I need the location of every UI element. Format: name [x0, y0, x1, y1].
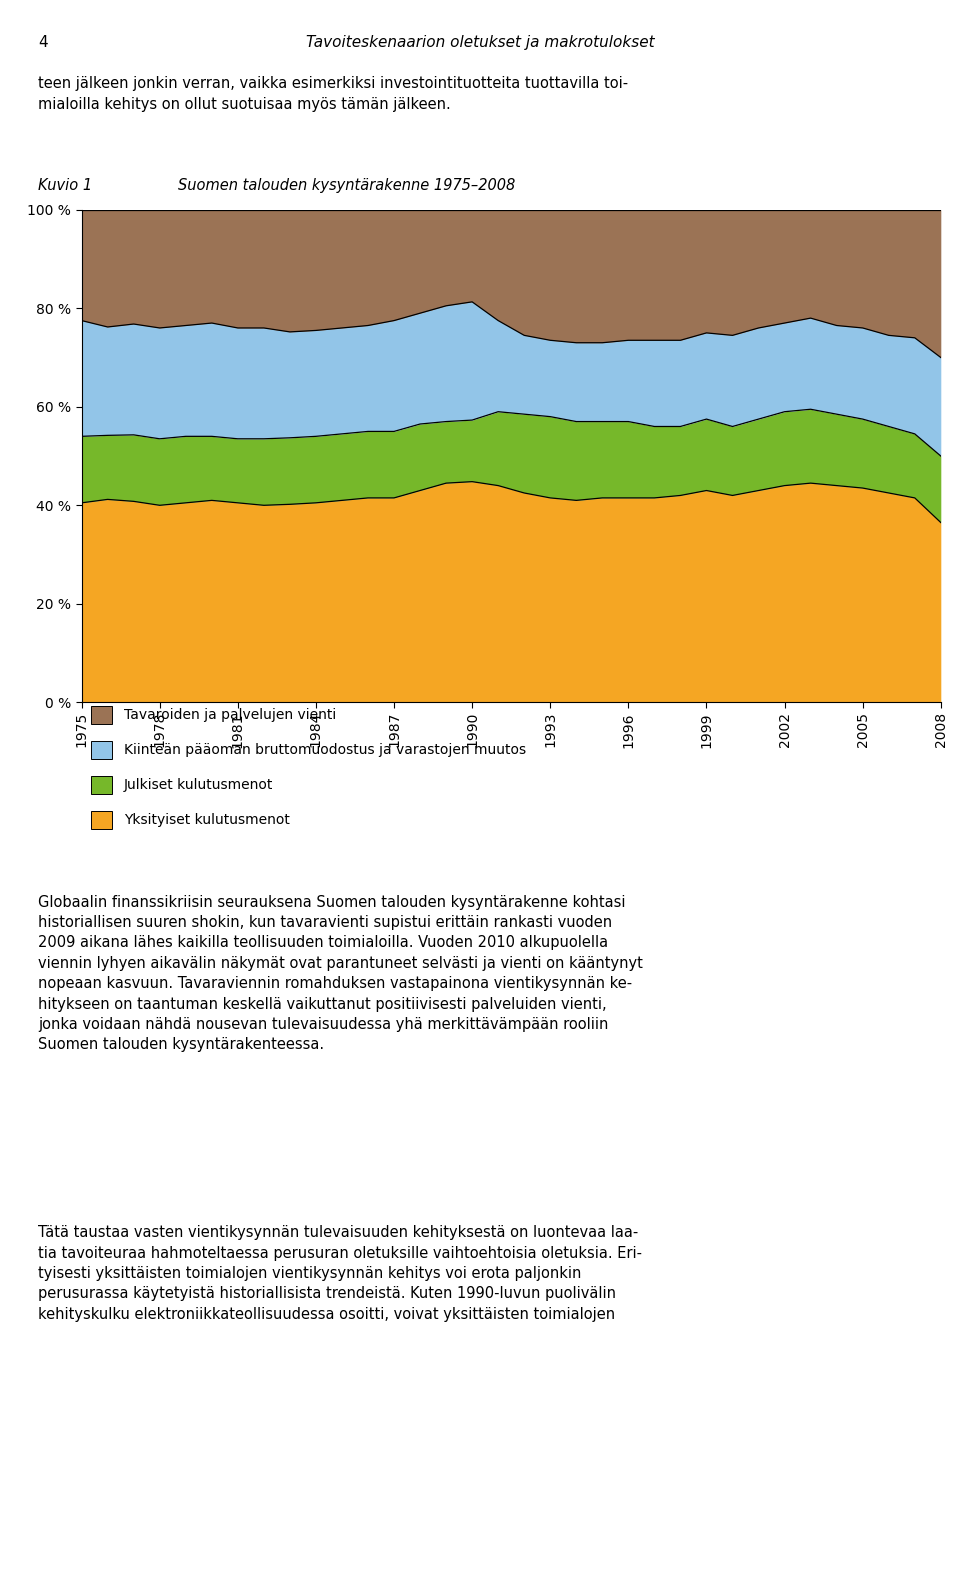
Text: Suomen talouden kysyntärakenne 1975–2008: Suomen talouden kysyntärakenne 1975–2008: [178, 178, 515, 192]
Text: Julkiset kulutusmenot: Julkiset kulutusmenot: [124, 779, 274, 791]
Text: Kuvio 1: Kuvio 1: [38, 178, 92, 192]
Text: Tätä taustaa vasten vientikysynnän tulevaisuuden kehityksestä on luontevaa laa-
: Tätä taustaa vasten vientikysynnän tulev…: [38, 1225, 642, 1322]
Text: 4: 4: [38, 35, 48, 49]
Text: Kiinteän pääoman bruttomuodostus ja varastojen muutos: Kiinteän pääoman bruttomuodostus ja vara…: [124, 744, 526, 756]
Text: teen jälkeen jonkin verran, vaikka esimerkiksi investointituotteita tuottavilla : teen jälkeen jonkin verran, vaikka esime…: [38, 76, 629, 111]
Text: Yksityiset kulutusmenot: Yksityiset kulutusmenot: [124, 814, 290, 826]
Text: Globaalin finanssikriisin seurauksena Suomen talouden kysyntärakenne kohtasi
his: Globaalin finanssikriisin seurauksena Su…: [38, 895, 643, 1052]
Text: Tavoiteskenaarion oletukset ja makrotulokset: Tavoiteskenaarion oletukset ja makrotulo…: [305, 35, 655, 49]
Text: Tavaroiden ja palvelujen vienti: Tavaroiden ja palvelujen vienti: [124, 709, 336, 721]
